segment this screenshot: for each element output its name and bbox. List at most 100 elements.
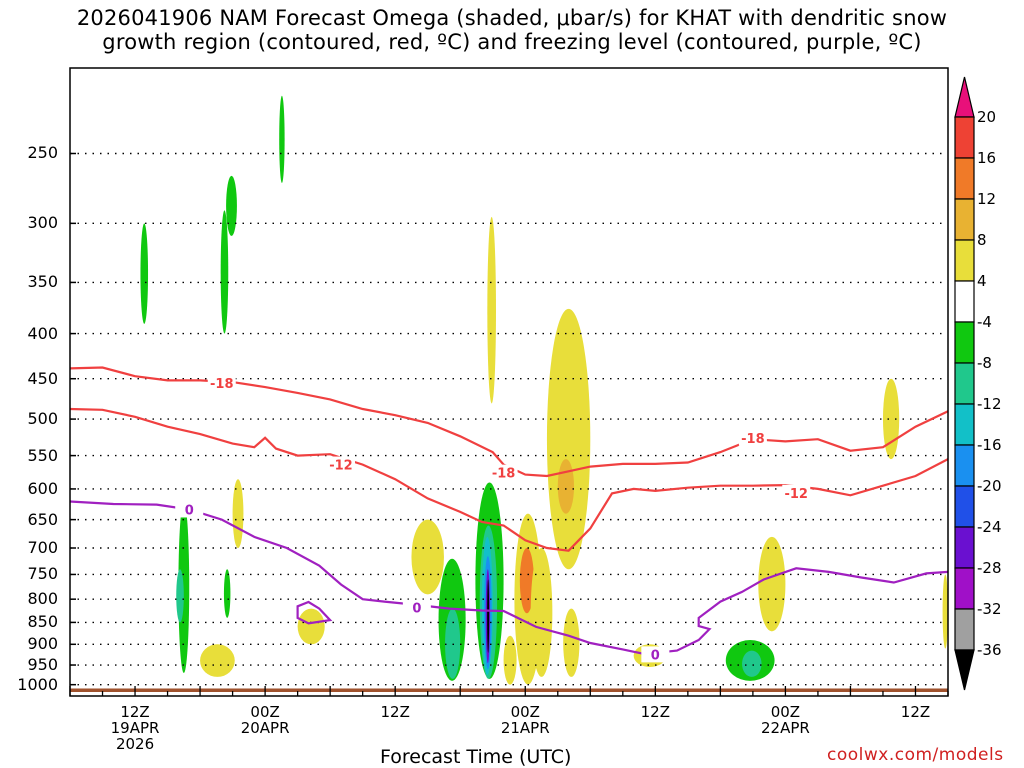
y-tick-label-800: 800 <box>27 589 58 609</box>
plot-background <box>70 68 948 696</box>
colorbar-bin-4 <box>954 239 975 282</box>
isotherm-minus12-contour-label-bg-0 <box>326 456 355 473</box>
omega-region-12 <box>200 644 235 677</box>
x-tick-label-6: 12Z 19APR 2026 <box>95 704 175 752</box>
y-tick-label-450: 450 <box>27 368 58 388</box>
omega-region-23 <box>503 635 517 685</box>
chart-title-line-2: growth region (contoured, red, ºC) and f… <box>102 30 922 54</box>
isotherm-minus18-contour-label-bg-1 <box>489 464 518 481</box>
omega-region-1 <box>220 210 229 334</box>
isotherm-minus12-contour-label-1: -12 <box>784 487 808 502</box>
freezing-level-contour-label-2: 0 <box>651 648 660 663</box>
colorbar-bin-12 <box>954 567 975 610</box>
x-tick-label-18: 00Z 20APR <box>225 704 305 752</box>
colorbar-bin-3 <box>954 198 975 241</box>
colorbar-bin-9 <box>954 444 975 487</box>
x-tick-text: 19APR <box>110 719 160 737</box>
x-tick-text <box>355 720 435 736</box>
x-tick-text <box>615 720 695 736</box>
omega-region-27 <box>563 608 580 677</box>
freezing-level-contour-label-1: 0 <box>412 602 421 617</box>
colorbar-bin-7 <box>954 362 975 405</box>
omega-region-30 <box>742 650 762 677</box>
colorbar-label-11: -28 <box>977 559 1002 577</box>
freezing-level-contour <box>70 500 948 656</box>
y-tick-label-950: 950 <box>27 655 58 675</box>
freezing-level-contour-label-0: 0 <box>185 503 194 518</box>
y-tick-label-600: 600 <box>27 478 58 498</box>
colorbar-label-0: 20 <box>977 108 997 126</box>
omega-region-26 <box>530 548 553 677</box>
freezing-level-contour-label-bg-1 <box>402 599 431 616</box>
omega-region-22 <box>487 579 490 653</box>
colorbar-label-12: -32 <box>977 600 1002 618</box>
x-tick-label-66: 00Z 22APR <box>745 704 825 752</box>
y-tick-label-900: 900 <box>27 634 58 654</box>
x-tick-text: 00Z <box>770 703 801 721</box>
y-tick-label-350: 350 <box>27 272 58 292</box>
surface-ground-band <box>70 688 948 692</box>
omega-region-6 <box>557 459 575 514</box>
omega-region-25 <box>519 548 534 614</box>
omega-region-7 <box>882 378 900 460</box>
colorbar-label-6: -8 <box>977 354 992 372</box>
colorbar-bin-5 <box>954 280 975 323</box>
x-tick-label-42: 00Z 21APR <box>485 704 565 752</box>
x-tick-text <box>745 736 825 752</box>
site-credit-link[interactable]: coolwx.com/models <box>827 745 1004 765</box>
x-tick-text: 00Z <box>250 703 280 721</box>
omega-region-32 <box>942 574 948 649</box>
isotherm-minus12-contour <box>70 407 948 552</box>
x-tick-text: 21APR <box>500 719 550 737</box>
y-tick-label-250: 250 <box>27 143 58 163</box>
y-tick-label-550: 550 <box>27 445 58 465</box>
isotherm-minus18-contour-label-bg-0 <box>207 374 236 391</box>
x-tick-text <box>875 720 955 736</box>
y-tick-label-1000: 1000 <box>17 674 58 694</box>
x-tick-label-54: 12Z <box>615 704 695 752</box>
colorbar-bin-1 <box>954 116 975 159</box>
omega-region-5 <box>546 308 591 570</box>
colorbar-top-triangle <box>954 76 975 118</box>
omega-region-31 <box>758 536 786 632</box>
colorbar-label-2: 12 <box>977 190 997 208</box>
x-tick-text: 22APR <box>760 719 810 737</box>
x-tick-text: 12Z <box>380 703 410 721</box>
omega-region-13 <box>411 519 444 595</box>
colorbar-label-1: 16 <box>977 149 997 167</box>
y-tick-label-400: 400 <box>27 323 58 343</box>
colorbar-label-8: -16 <box>977 436 1002 454</box>
x-tick-text <box>225 736 305 752</box>
colorbar-label-5: -4 <box>977 313 992 331</box>
y-tick-label-650: 650 <box>27 509 58 529</box>
x-tick-text: 00Z <box>510 703 540 721</box>
x-tick-label-78: 12Z <box>875 704 955 752</box>
chart-title-line-1: 2026041906 NAM Forecast Omega (shaded, μ… <box>76 6 948 30</box>
isotherm-minus12-contour-label-bg-1 <box>782 484 811 501</box>
colorbar-label-4: 4 <box>977 272 987 290</box>
x-tick-text: 20APR <box>240 719 290 737</box>
colorbar-bin-2 <box>954 157 975 200</box>
omega-region-0 <box>140 223 149 324</box>
colorbar-label-13: -36 <box>977 641 1002 659</box>
colorbar-bin-11 <box>954 526 975 569</box>
omega-region-10 <box>232 479 244 549</box>
colorbar-label-7: -12 <box>977 395 1002 413</box>
colorbar-bin-10 <box>954 485 975 528</box>
freezing-level-closed-loop <box>296 600 333 625</box>
isotherm-minus18-contour-label-1: -18 <box>492 467 516 482</box>
omega-region-3 <box>279 95 285 183</box>
isotherm-minus12-contour-label-0: -12 <box>329 459 353 474</box>
x-tick-text: 2026 <box>115 735 155 753</box>
plot-frame <box>69 67 949 697</box>
x-tick-text: 12Z <box>640 703 671 721</box>
colorbar-bottom-triangle <box>954 649 975 691</box>
omega-region-11 <box>223 569 231 618</box>
x-tick-text: 12Z <box>900 703 931 721</box>
isotherm-minus18-contour-label-bg-2 <box>738 429 767 446</box>
x-tick-text <box>615 736 695 752</box>
y-tick-label-850: 850 <box>27 612 58 632</box>
freezing-level-contour-label-bg-2 <box>641 646 670 663</box>
colorbar-bin-13 <box>954 608 975 651</box>
colorbar-label-10: -24 <box>977 518 1002 536</box>
